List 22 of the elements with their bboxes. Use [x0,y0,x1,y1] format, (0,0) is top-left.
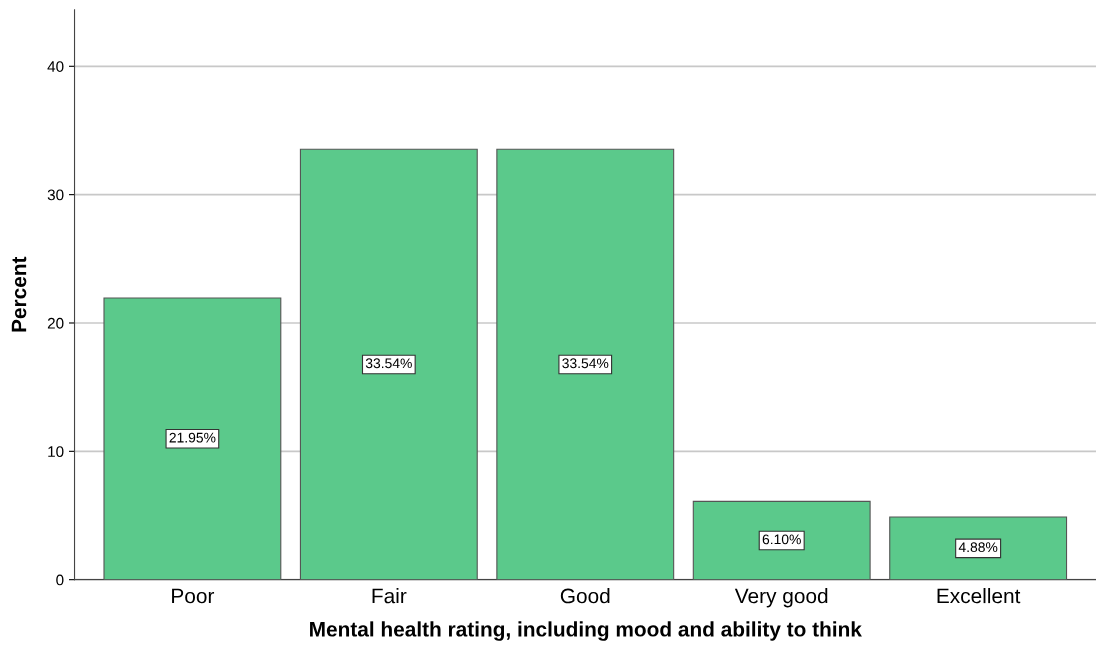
data-label: 6.10% [762,534,801,545]
data-label: 4.88% [958,542,998,553]
x-axis-title: Mental health rating, including mood and ability to think [310,621,862,641]
bar [692,500,871,580]
bar [889,516,1068,580]
bar [299,148,478,580]
data-label: 33.54% [562,358,609,369]
data-label: 33.54% [365,358,412,369]
y-tick-label: 40 [47,61,64,72]
x-tick-label: Poor [172,588,215,604]
bar [103,297,282,580]
y-tick-label: 10 [48,446,64,458]
y-axis-title: Percent [11,256,27,332]
y-tick-label: 0 [56,574,64,586]
data-label: 21.95% [169,432,216,443]
bar [496,148,675,580]
y-tick-label: 30 [47,189,64,201]
x-tick-label: Fair [372,588,407,604]
x-tick-label: Very good [734,588,828,608]
y-tick-label: 20 [47,317,64,329]
x-tick-label: Good [560,588,610,604]
x-tick-label: Excellent [937,588,1021,604]
